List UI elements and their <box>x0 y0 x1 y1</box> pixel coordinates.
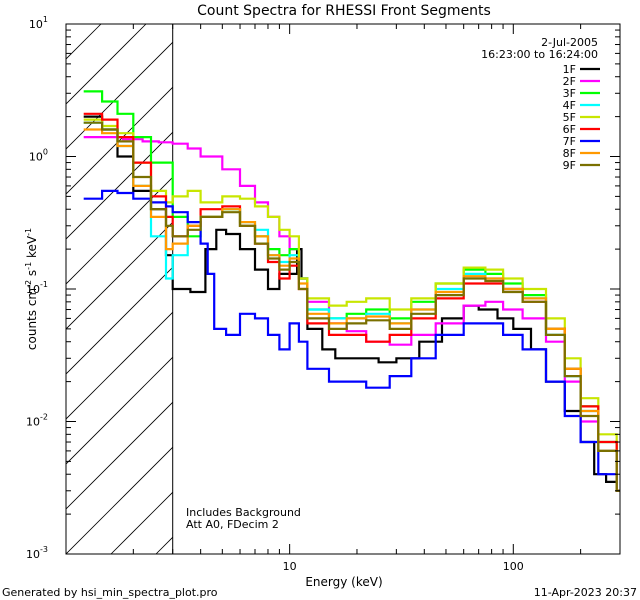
axis-ticks: 10-3 10-2 10-1 100 101 10 100 <box>26 15 621 573</box>
legend-label: 6F <box>563 123 576 136</box>
chart-title: Count Spectra for RHESSI Front Segments <box>197 3 491 19</box>
legend-label: 7F <box>563 135 576 148</box>
series-9F <box>83 121 620 492</box>
series-1F <box>83 115 620 492</box>
series-7F <box>83 189 620 492</box>
footer-generated-by: Generated by hsi_min_spectra_plot.pro <box>2 586 218 599</box>
series-3F <box>83 90 620 492</box>
hatch-line <box>66 221 173 330</box>
legend-label: 5F <box>563 111 576 124</box>
legend-label: 8F <box>563 147 576 160</box>
observation-time-range: 16:23:00 to 16:24:00 <box>481 48 598 61</box>
legend-label: 9F <box>563 159 576 172</box>
x-tick-label: 10 <box>283 560 297 573</box>
hatch-line <box>66 446 173 554</box>
legend-label: 3F <box>563 87 576 100</box>
note-background: Includes Background <box>186 506 301 519</box>
hatch-line <box>66 266 173 375</box>
x-tick-label: 100 <box>503 560 524 573</box>
legend-label: 1F <box>563 63 576 76</box>
observation-date: 2-Jul-2005 <box>541 36 598 49</box>
hatched-region <box>66 24 640 554</box>
y-tick-label: 100 <box>29 148 48 164</box>
y-tick-label: 101 <box>29 15 48 31</box>
hatch-line <box>66 41 173 150</box>
hatch-line <box>66 86 173 195</box>
footer-timestamp: 11-Apr-2023 20:37 <box>534 586 637 599</box>
series-group <box>83 90 620 492</box>
series-4F <box>83 121 620 492</box>
hatch-line <box>66 24 102 60</box>
hatch-line <box>291 24 640 554</box>
hatch-line <box>66 401 173 510</box>
series-5F <box>83 118 620 492</box>
y-tick-label: 10-1 <box>26 280 48 296</box>
legend-label: 4F <box>563 99 576 112</box>
y-axis-label: counts cm-2 s-1 keV-1 <box>24 228 39 350</box>
y-tick-label: 10-3 <box>26 545 48 561</box>
legend-label: 2F <box>563 75 576 88</box>
series-8F <box>83 128 620 492</box>
hatch-line <box>66 131 173 240</box>
x-axis-label: Energy (keV) <box>305 575 382 589</box>
y-tick-label: 10-2 <box>26 413 48 429</box>
note-attenuator: Att A0, FDecim 2 <box>186 518 279 531</box>
